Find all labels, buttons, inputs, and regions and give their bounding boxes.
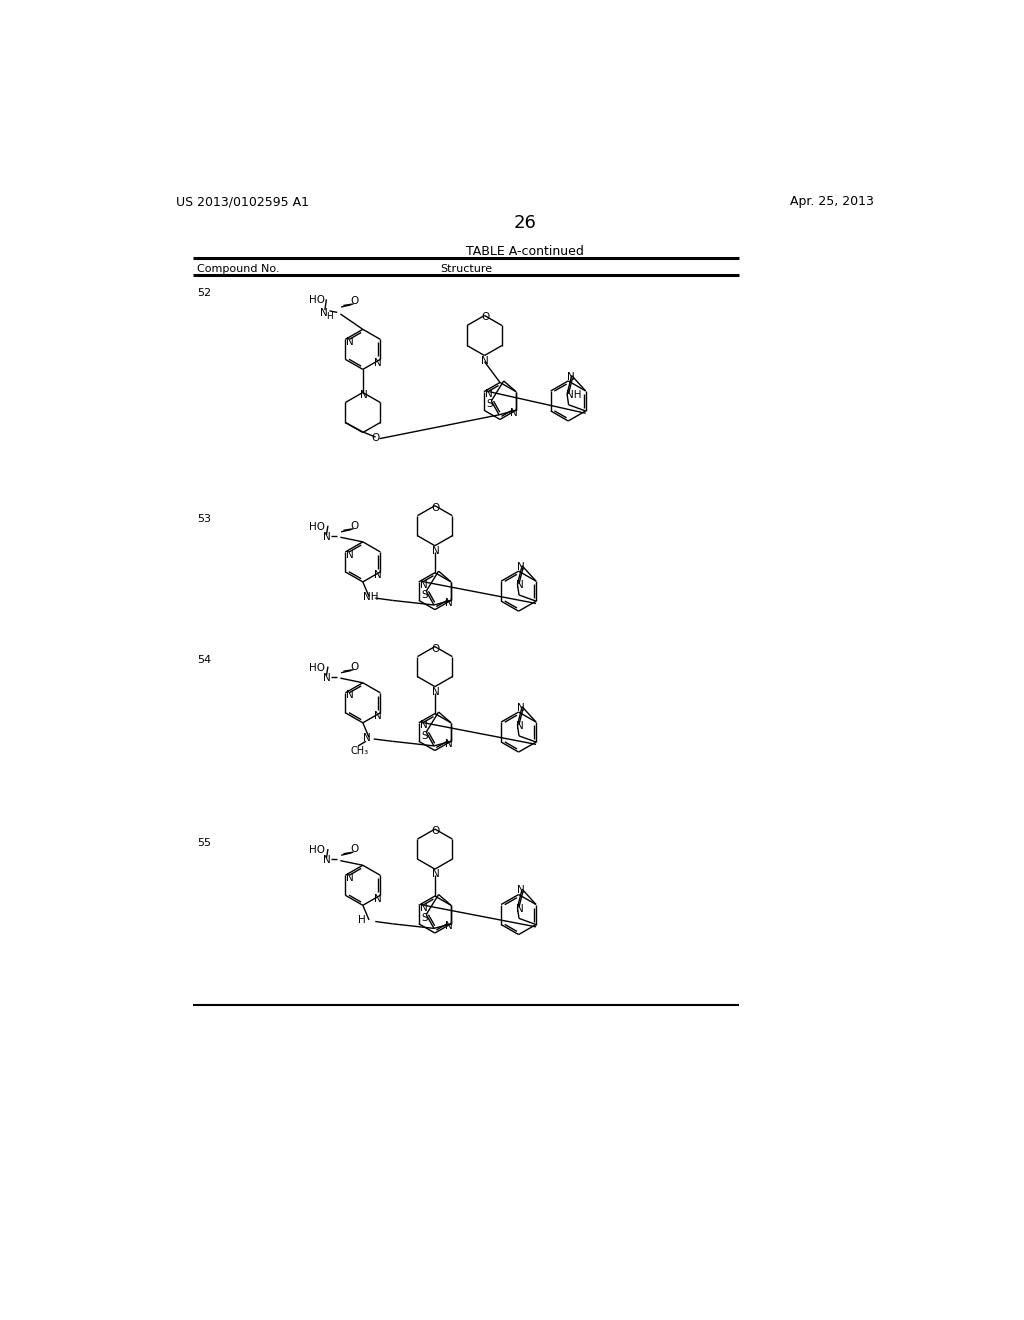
Text: N: N bbox=[359, 391, 368, 400]
Text: CH₃: CH₃ bbox=[350, 746, 369, 756]
Text: N: N bbox=[444, 921, 453, 932]
Text: Compound No.: Compound No. bbox=[197, 264, 280, 273]
Text: O: O bbox=[350, 296, 358, 306]
Text: O: O bbox=[432, 826, 440, 836]
Text: O: O bbox=[350, 521, 358, 531]
Text: N: N bbox=[323, 673, 331, 682]
Text: O: O bbox=[432, 644, 440, 653]
Text: 55: 55 bbox=[197, 837, 211, 847]
Text: H: H bbox=[358, 915, 366, 925]
Text: N: N bbox=[510, 408, 518, 418]
Text: 53: 53 bbox=[197, 515, 211, 524]
Text: N: N bbox=[432, 686, 439, 697]
Text: O: O bbox=[371, 433, 379, 444]
Text: HO: HO bbox=[309, 845, 326, 855]
Text: HO: HO bbox=[309, 521, 326, 532]
Text: N: N bbox=[517, 702, 525, 713]
Text: O: O bbox=[350, 663, 358, 672]
Text: N: N bbox=[420, 903, 427, 913]
Text: N: N bbox=[444, 739, 453, 748]
Text: H: H bbox=[327, 312, 333, 321]
Text: HO: HO bbox=[309, 296, 326, 305]
Text: N: N bbox=[374, 894, 382, 904]
Text: N: N bbox=[374, 570, 382, 581]
Text: N: N bbox=[374, 711, 382, 721]
Text: N: N bbox=[516, 721, 523, 731]
Text: N: N bbox=[484, 389, 493, 400]
Text: N: N bbox=[323, 532, 331, 541]
Text: S: S bbox=[486, 400, 494, 409]
Text: N: N bbox=[362, 733, 371, 743]
Text: N: N bbox=[432, 545, 439, 556]
Text: N: N bbox=[517, 562, 525, 572]
Text: 52: 52 bbox=[197, 288, 211, 298]
Text: TABLE A-continued: TABLE A-continued bbox=[466, 244, 584, 257]
Text: N: N bbox=[321, 308, 328, 318]
Text: N: N bbox=[374, 358, 382, 368]
Text: N: N bbox=[432, 869, 439, 879]
Text: N: N bbox=[567, 372, 574, 381]
Text: Structure: Structure bbox=[440, 264, 492, 273]
Text: N: N bbox=[420, 579, 427, 590]
Text: Apr. 25, 2013: Apr. 25, 2013 bbox=[790, 195, 873, 209]
Text: N: N bbox=[420, 721, 427, 730]
Text: S: S bbox=[422, 913, 428, 923]
Text: N: N bbox=[323, 855, 331, 865]
Text: N: N bbox=[516, 904, 523, 913]
Text: NH: NH bbox=[362, 591, 378, 602]
Text: N: N bbox=[516, 581, 523, 590]
Text: O: O bbox=[350, 845, 358, 854]
Text: S: S bbox=[422, 590, 428, 599]
Text: HO: HO bbox=[309, 663, 326, 673]
Text: N: N bbox=[346, 873, 354, 883]
Text: N: N bbox=[346, 549, 354, 560]
Text: N: N bbox=[346, 690, 354, 701]
Text: 26: 26 bbox=[513, 214, 537, 232]
Text: N: N bbox=[481, 355, 489, 366]
Text: S: S bbox=[422, 730, 428, 741]
Text: O: O bbox=[432, 503, 440, 512]
Text: 54: 54 bbox=[197, 655, 211, 665]
Text: N: N bbox=[517, 886, 525, 895]
Text: N: N bbox=[346, 337, 354, 347]
Text: US 2013/0102595 A1: US 2013/0102595 A1 bbox=[176, 195, 309, 209]
Text: O: O bbox=[481, 313, 489, 322]
Text: NH: NH bbox=[565, 391, 581, 400]
Text: N: N bbox=[444, 598, 453, 609]
